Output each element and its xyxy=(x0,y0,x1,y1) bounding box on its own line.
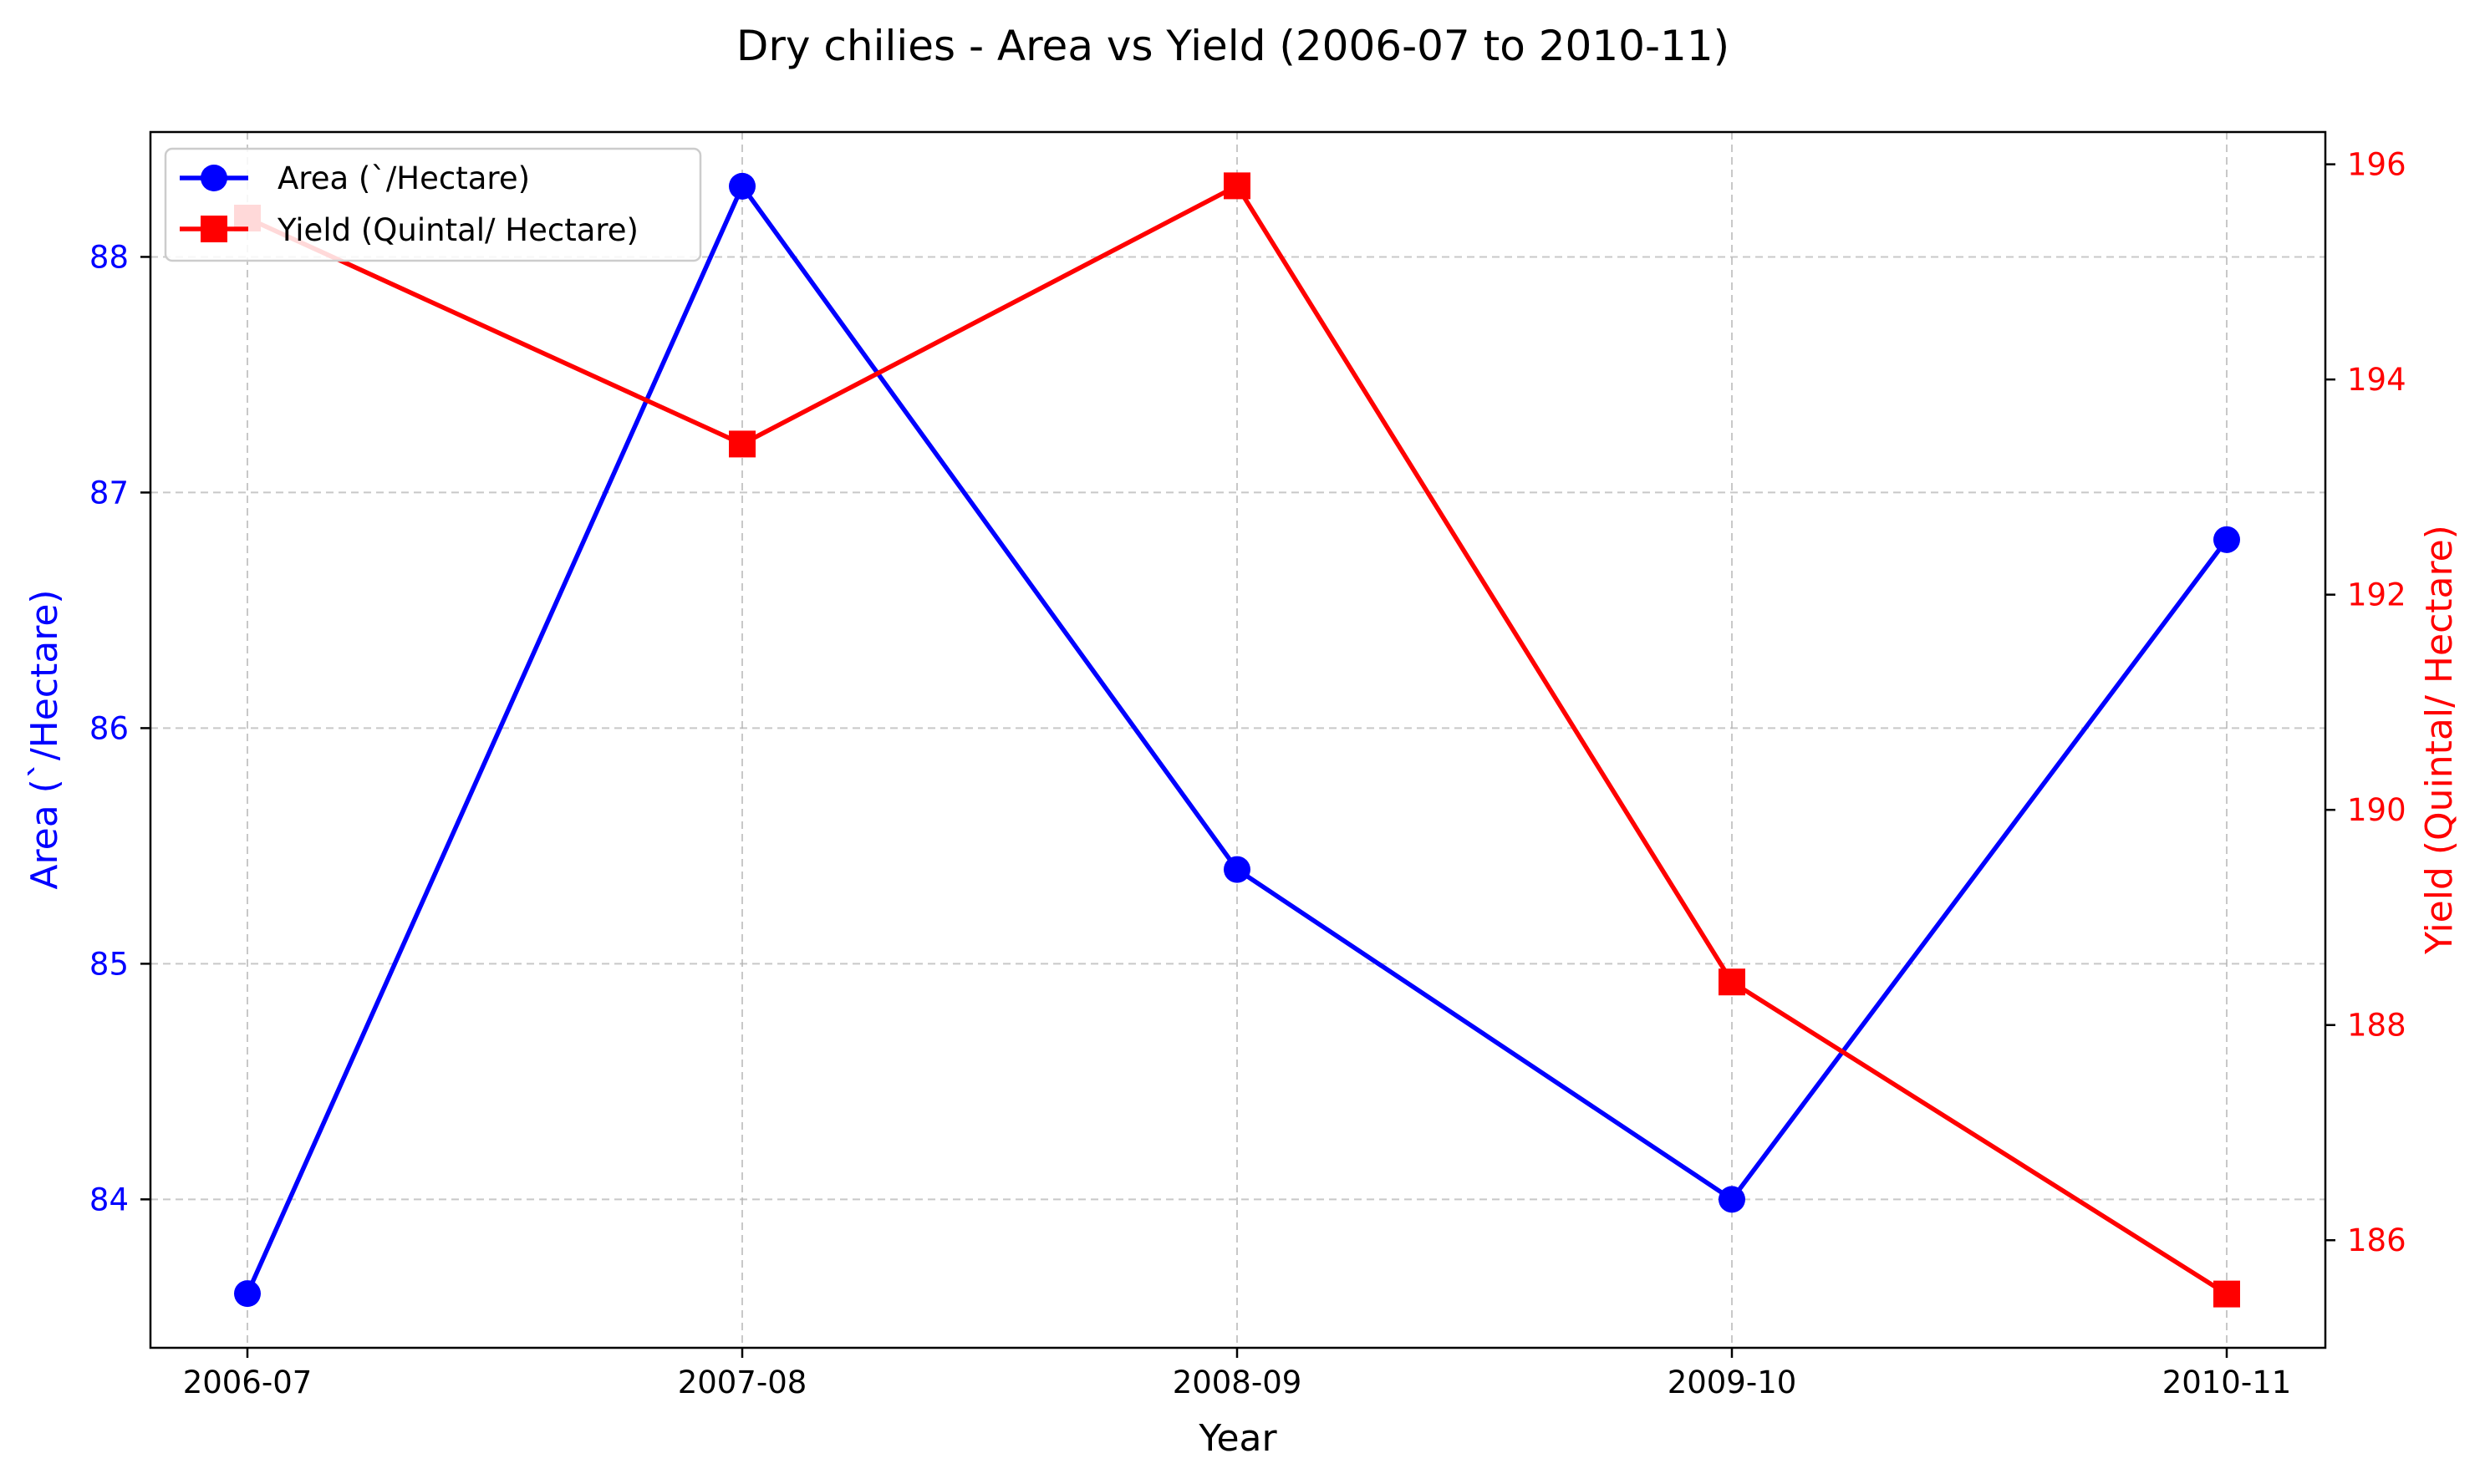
chart-title: Dry chilies - Area vs Yield (2006-07 to … xyxy=(736,22,1729,70)
series-layer xyxy=(234,172,2240,1308)
right-y-tick-label: 192 xyxy=(2347,577,2406,613)
area-data-point xyxy=(234,1280,261,1308)
x-tick-label: 2008-09 xyxy=(1173,1365,1302,1400)
right-y-tick-label: 194 xyxy=(2347,362,2406,398)
area-data-point xyxy=(1224,856,1250,883)
left-y-tick-label: 85 xyxy=(89,946,129,982)
legend: Area (`/Hectare) Yield (Quintal/ Hectare… xyxy=(164,147,702,262)
x-tick-label: 2006-07 xyxy=(183,1365,313,1400)
x-tick-label: 2007-08 xyxy=(678,1365,807,1400)
legend-marker-area xyxy=(201,165,227,191)
left-y-tick-label: 84 xyxy=(89,1182,129,1217)
right-y-tick-label: 196 xyxy=(2347,147,2406,183)
right-y-tick-label: 188 xyxy=(2347,1008,2406,1044)
x-tick-label: 2010-11 xyxy=(2162,1365,2292,1400)
yield-data-point xyxy=(729,430,756,458)
grid-lines xyxy=(150,132,2325,1348)
right-y-tick-label: 186 xyxy=(2347,1222,2406,1258)
legend-label-yield: Yield (Quintal/ Hectare) xyxy=(277,212,639,248)
legend-marker-yield xyxy=(201,216,227,242)
left-y-axis-title: Area (`/Hectare) xyxy=(23,589,66,889)
left-y-tick-label: 86 xyxy=(89,710,129,746)
left-y-axis: 84 85 86 87 88 xyxy=(89,239,150,1217)
yield-data-point xyxy=(2213,1280,2240,1308)
right-y-tick-label: 190 xyxy=(2347,792,2406,828)
x-tick-label: 2009-10 xyxy=(1668,1365,1797,1400)
legend-box xyxy=(164,147,702,262)
yield-data-point xyxy=(1224,172,1250,200)
area-data-point xyxy=(1719,1186,1745,1213)
left-y-tick-label: 87 xyxy=(89,475,129,511)
x-axis-title: Year xyxy=(1198,1417,1277,1460)
left-y-tick-label: 88 xyxy=(89,239,129,275)
legend-label-area: Area (`/Hectare) xyxy=(278,160,530,196)
area-data-point xyxy=(729,172,756,200)
x-axis: 2006-07 2007-08 2008-09 2009-10 2010-11 xyxy=(183,1348,2292,1400)
right-y-axis: 186 188 190 192 194 196 xyxy=(2325,147,2406,1258)
area-data-point xyxy=(2213,526,2240,553)
yield-data-point xyxy=(1719,968,1745,996)
right-y-axis-title: Yield (Quintal/ Hectare) xyxy=(2418,525,2461,955)
